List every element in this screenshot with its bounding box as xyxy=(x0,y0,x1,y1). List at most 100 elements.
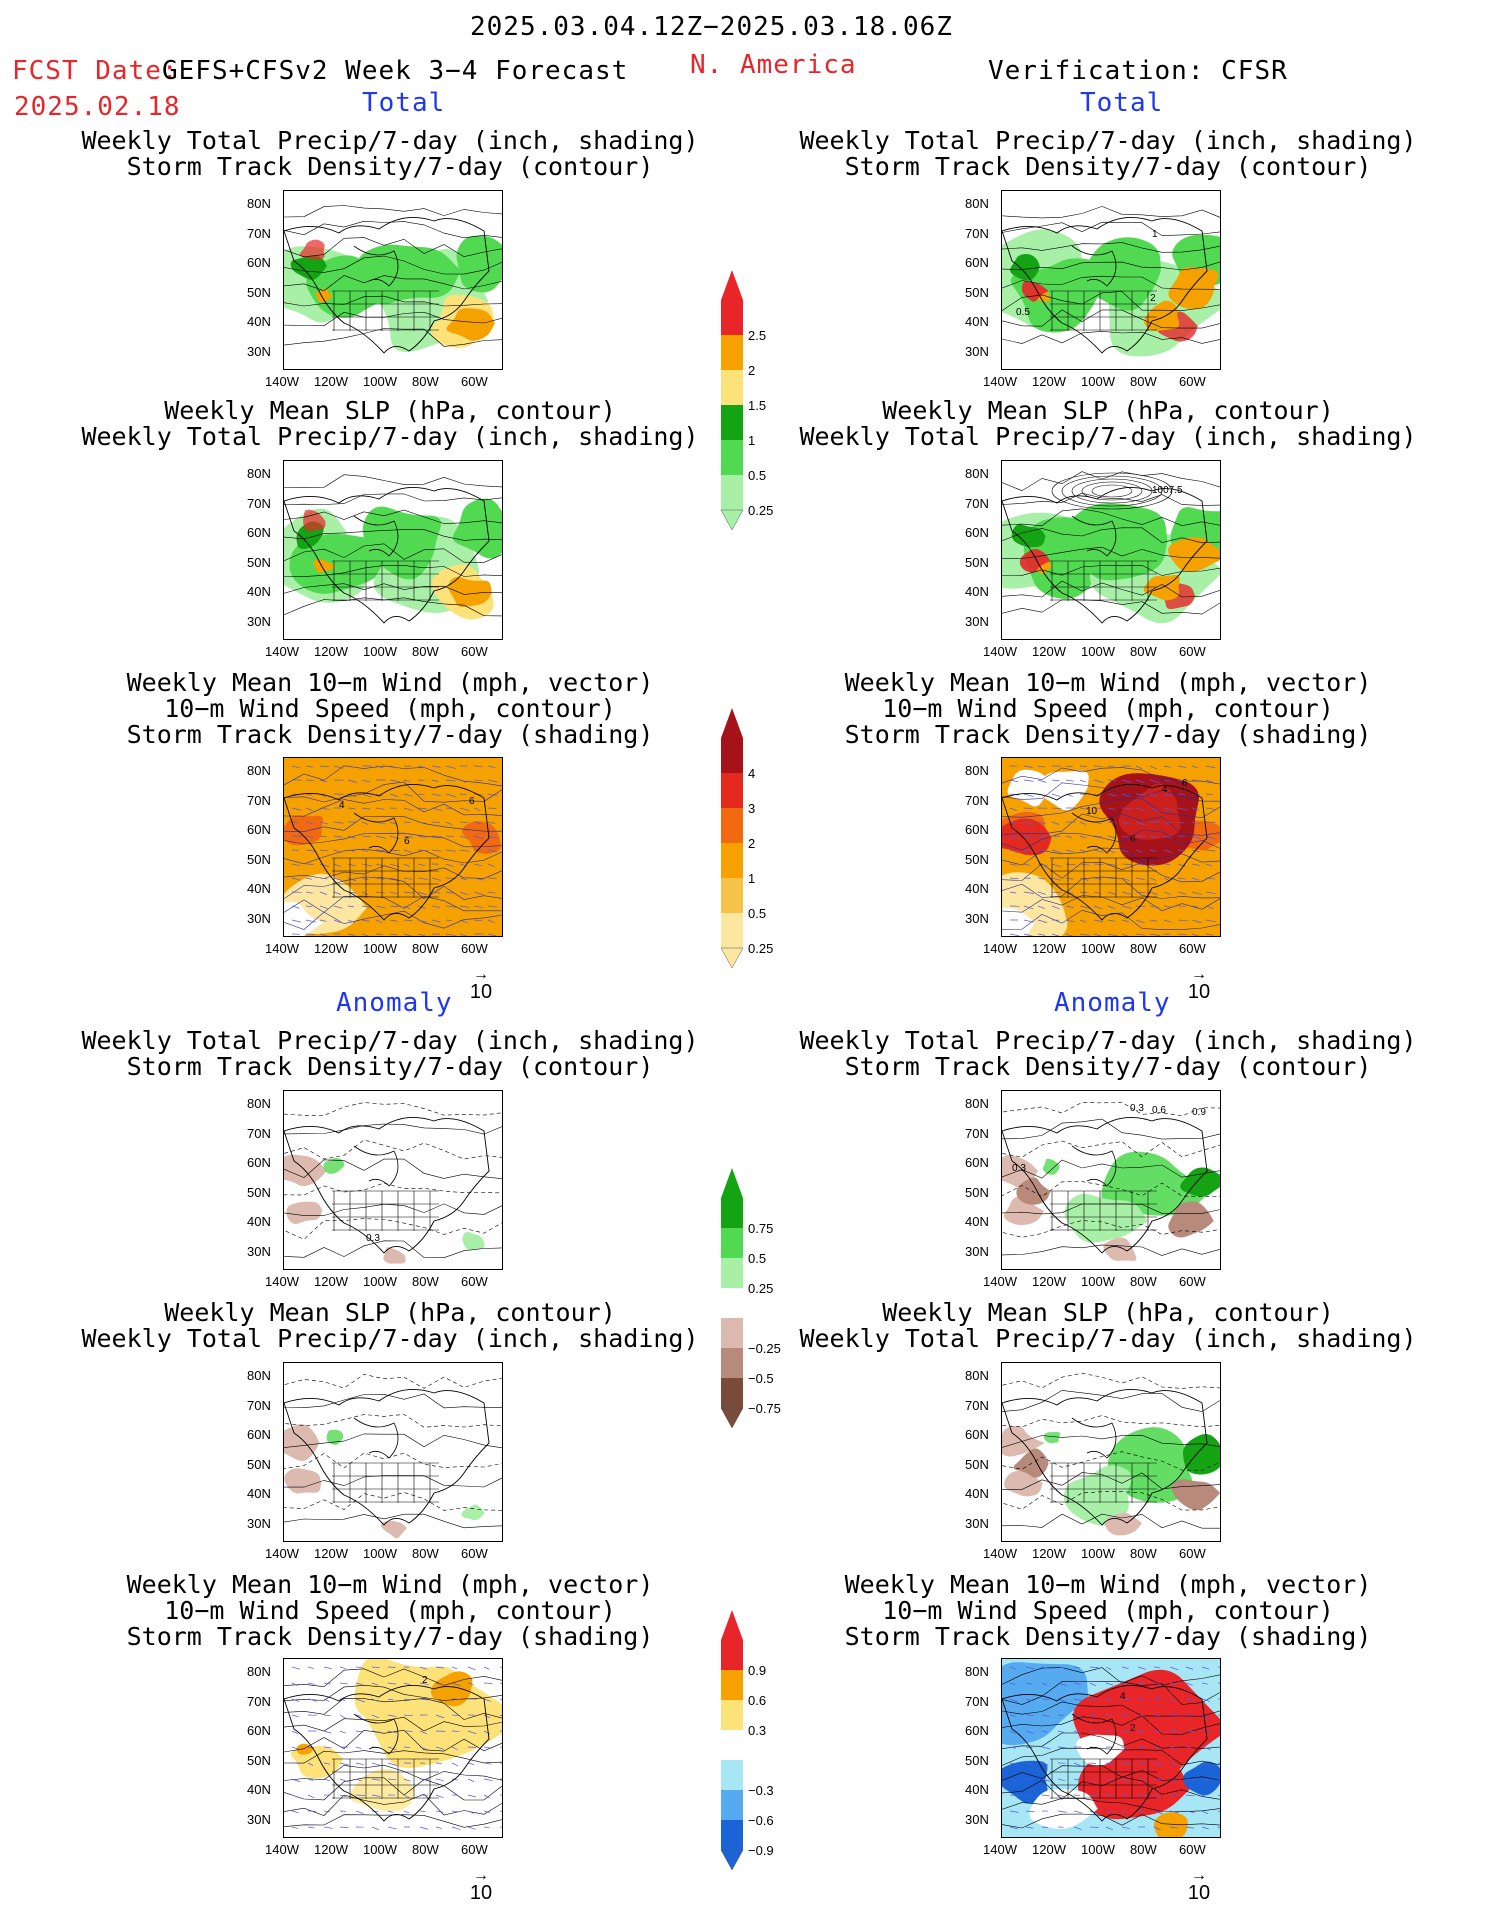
lon-tick-label: 120W xyxy=(1032,1274,1066,1289)
lon-tick-label: 140W xyxy=(265,1842,299,1857)
lat-tick-label: 40N xyxy=(247,584,271,599)
colorbar-label: 0.75 xyxy=(748,1221,774,1236)
panel-title: Weekly Total Precip/7-day (inch, shading… xyxy=(81,422,699,451)
panel-title: Storm Track Density/7-day (contour) xyxy=(126,152,654,181)
lon-tick-label: 100W xyxy=(363,374,397,389)
colorbar: 0.75 0.5 0.25 −0.25 −0.5 −0.75 xyxy=(720,1168,781,1442)
lon-tick-label: 100W xyxy=(1081,1546,1115,1561)
contour-label: 0.3 xyxy=(366,1233,380,1244)
colorbar-label: 1 xyxy=(748,871,756,886)
lat-tick-label: 40N xyxy=(965,881,989,896)
lat-tick-label: 50N xyxy=(247,1456,271,1472)
lon-tick-label: 80W xyxy=(1130,941,1157,956)
panel-title: Storm Track Density/7-day (contour) xyxy=(126,1052,654,1081)
lat-tick-label: 50N xyxy=(247,284,271,300)
map-canvas: 2 xyxy=(284,1659,502,1831)
vector-reference-label: 10 xyxy=(469,981,493,1003)
lat-tick-label: 50N xyxy=(965,284,989,300)
colorbar-label: −0.25 xyxy=(748,1341,781,1356)
lon-tick-label: 140W xyxy=(983,1842,1017,1857)
lon-tick-label: 100W xyxy=(363,1546,397,1561)
contour-label: 0.5 xyxy=(1016,307,1030,318)
colorbar-label: 2.5 xyxy=(748,328,767,343)
lon-tick-label: 80W xyxy=(1130,644,1157,659)
colorbar-label: 0.25 xyxy=(748,1281,774,1296)
lat-tick-label: 60N xyxy=(247,822,271,837)
colorbar-label: −0.3 xyxy=(748,1783,774,1798)
panel-title: Weekly Mean 10−m Wind (mph, vector) xyxy=(126,1570,654,1599)
colorbar-label: −0.5 xyxy=(748,1371,774,1386)
panel-title: 10−m Wind Speed (mph, contour) xyxy=(882,1596,1334,1625)
contour-label: 0.6 xyxy=(1152,1105,1166,1116)
lat-tick-label: 30N xyxy=(247,343,271,359)
contour-label: 1007.5 xyxy=(1152,485,1183,496)
colorbar-label: 3 xyxy=(748,801,756,816)
vector-reference-label: 10 xyxy=(1187,1882,1211,1904)
panel-title: Storm Track Density/7-day (contour) xyxy=(844,1052,1372,1081)
panel-title: Weekly Mean SLP (hPa, contour) xyxy=(164,396,616,425)
colorbar-label: 0.5 xyxy=(748,906,767,921)
total-left-label: Total xyxy=(362,88,446,118)
lat-tick-label: 50N xyxy=(965,1456,989,1472)
colorbar-label: 0.25 xyxy=(748,503,774,518)
map-plot xyxy=(1001,1362,1221,1542)
map-canvas: 4 6 6 xyxy=(284,758,502,936)
lat-tick-label: 80N xyxy=(247,1096,271,1111)
anomaly-left-label: Anomaly xyxy=(336,988,453,1018)
contour-label: 0.3 xyxy=(1130,1103,1144,1114)
lon-tick-label: 140W xyxy=(265,1546,299,1561)
lon-tick-label: 140W xyxy=(265,941,299,956)
anomaly-right-label: Anomaly xyxy=(1054,988,1171,1018)
lon-tick-label: 80W xyxy=(1130,1842,1157,1857)
total-right-label: Total xyxy=(1080,88,1164,118)
lat-tick-label: 40N xyxy=(247,1782,271,1797)
panel-title: 10−m Wind Speed (mph, contour) xyxy=(164,1596,616,1625)
colorbar: 0.9 0.6 0.3 −0.3 −0.6 −0.9 xyxy=(720,1610,774,1884)
lat-tick-label: 50N xyxy=(247,1184,271,1200)
lon-tick-label: 120W xyxy=(1032,644,1066,659)
panel-title: Weekly Total Precip/7-day (inch, shading… xyxy=(81,1026,699,1055)
lon-tick-label: 60W xyxy=(461,941,488,956)
lon-tick-label: 140W xyxy=(983,644,1017,659)
map-plot xyxy=(283,460,503,640)
map-canvas: 0.3 xyxy=(284,1102,502,1264)
map-plot: 0.3 xyxy=(283,1090,503,1270)
lat-tick-label: 60N xyxy=(965,255,989,270)
vector-reference: → 10 xyxy=(1179,967,1219,1004)
lon-tick-label: 80W xyxy=(1130,1546,1157,1561)
lat-tick-label: 60N xyxy=(247,1427,271,1442)
lon-tick-label: 140W xyxy=(983,941,1017,956)
lon-tick-label: 140W xyxy=(983,1274,1017,1289)
colorbar-graphic xyxy=(720,708,744,969)
lon-tick-label: 100W xyxy=(363,941,397,956)
lat-tick-label: 70N xyxy=(965,225,989,241)
lat-tick-label: 40N xyxy=(965,1486,989,1501)
lon-tick-label: 100W xyxy=(1081,644,1115,659)
colorbar: 2.5 2 1.5 1 0.5 0.25 xyxy=(720,270,773,544)
lat-tick-label: 60N xyxy=(247,1155,271,1170)
colorbar-graphic xyxy=(720,270,744,531)
lat-tick-label: 70N xyxy=(965,1397,989,1413)
lon-tick-label: 140W xyxy=(983,374,1017,389)
lon-tick-label: 100W xyxy=(1081,1842,1115,1857)
lat-tick-label: 30N xyxy=(965,1243,989,1259)
lat-tick-label: 70N xyxy=(965,792,989,808)
lat-tick-label: 50N xyxy=(965,1184,989,1200)
colorbar-label: 2 xyxy=(748,836,756,851)
panel-title: Weekly Total Precip/7-day (inch, shading… xyxy=(799,1026,1417,1055)
colorbar-label: 0.5 xyxy=(748,468,767,483)
lat-tick-label: 40N xyxy=(965,1782,989,1797)
lat-tick-label: 70N xyxy=(247,1397,271,1413)
fcst-label: FCST Date: xyxy=(12,56,179,86)
lat-tick-label: 80N xyxy=(965,466,989,481)
verification-label: Verification: CFSR xyxy=(988,56,1288,86)
lat-tick-label: 60N xyxy=(247,255,271,270)
panel-title: 10−m Wind Speed (mph, contour) xyxy=(882,694,1334,723)
lat-tick-label: 50N xyxy=(247,851,271,867)
lat-tick-label: 70N xyxy=(247,1693,271,1709)
lon-tick-label: 60W xyxy=(461,1274,488,1289)
map-canvas xyxy=(1002,1372,1220,1536)
lon-tick-label: 60W xyxy=(461,1842,488,1857)
lat-tick-label: 60N xyxy=(965,1427,989,1442)
